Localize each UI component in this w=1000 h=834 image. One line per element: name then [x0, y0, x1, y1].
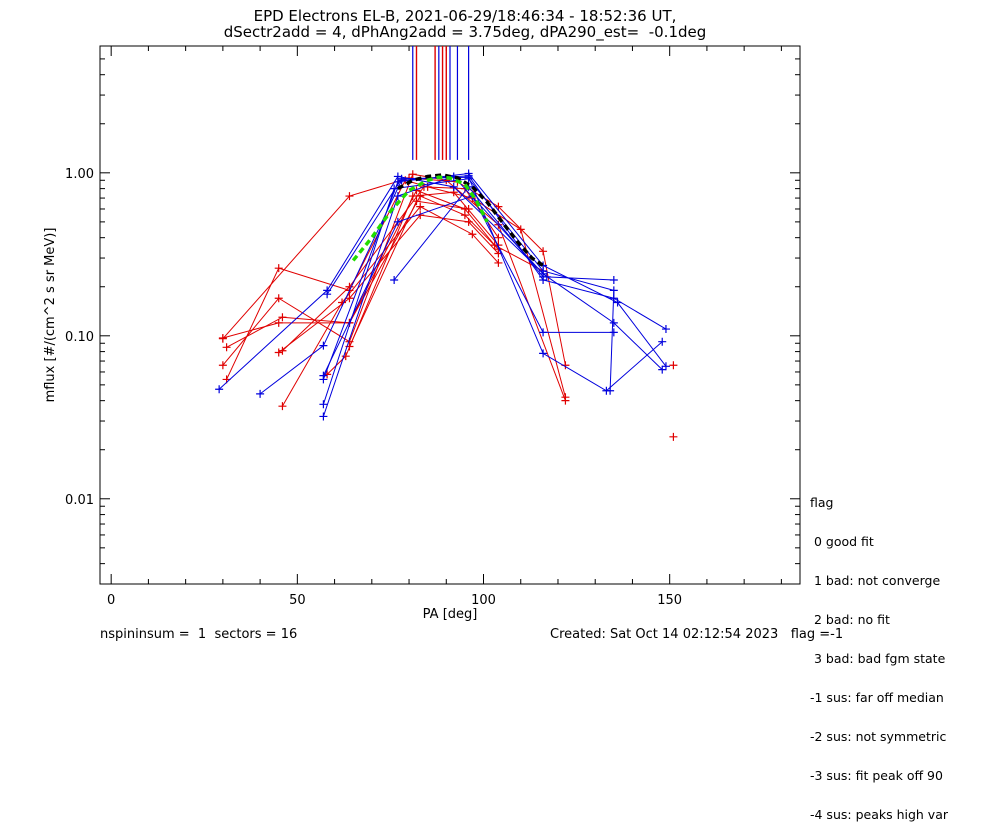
red-series-point [274, 318, 283, 327]
blue-series-point [609, 275, 618, 284]
x-tick-label: 0 [107, 593, 115, 608]
red-series-point [561, 396, 570, 405]
legend-item: -2 sus: not symmetric [810, 729, 947, 744]
red-series-point [412, 197, 421, 206]
legend-item: 1 bad: not converge [810, 573, 941, 588]
blue-series-point [393, 217, 402, 226]
blue-series-point [609, 286, 618, 295]
blue-series-point [661, 325, 670, 334]
blue-series-point [319, 341, 328, 350]
red-series-line [278, 214, 499, 353]
blue-series-line [326, 176, 663, 392]
blue-series-point [613, 298, 622, 307]
chart-plot: 0 50 100 150 0.01 0.10 1.00 PA [deg] mflux [#/… [43, 45, 801, 622]
blue-series-line [218, 175, 614, 390]
legend-item: 0 good fit [810, 534, 874, 549]
blue-series-point [449, 182, 458, 191]
blue-series-line [322, 173, 667, 380]
red-series-point [345, 192, 354, 201]
chart-title-line2: dSectr2add = 4, dPhAng2add = 3.75deg, dP… [223, 23, 707, 41]
red-series-point [278, 313, 287, 322]
legend-item: -4 sus: peaks high var [810, 807, 949, 822]
red-series-point [539, 247, 548, 256]
legend-item: -1 sus: far off median [810, 690, 944, 705]
blue-series-point [658, 337, 667, 346]
blue-series-point [393, 192, 402, 201]
red-series-point [274, 348, 283, 357]
legend-item: -3 sus: fit peak off 90 [810, 768, 943, 783]
y-tick-label: 1.00 [65, 167, 94, 182]
red-series-point [218, 361, 227, 370]
red-series-point [274, 264, 283, 273]
red-series-point [408, 192, 417, 201]
flag-legend: flag 0 good fit 1 bad: not converge 2 ba… [810, 470, 948, 834]
red-series-point [341, 352, 350, 361]
red-series-point [464, 217, 473, 226]
blue-series-point [215, 385, 224, 394]
red-series-point [669, 361, 678, 370]
x-axis-label: PA [deg] [423, 607, 478, 622]
blue-series-point [602, 386, 611, 395]
blue-series-point [539, 349, 548, 358]
blue-series-point [319, 412, 328, 421]
footer-spin-info: nspininsum = 1 sectors = 16 [100, 627, 298, 642]
red-series-point [464, 204, 473, 213]
blue-series-point [539, 272, 548, 281]
red-series-point [278, 402, 287, 411]
red-series-line [226, 179, 566, 398]
blue-series-point [658, 365, 667, 374]
y-axis-label: mflux [#/(cm^2 s sr MeV)] [43, 228, 58, 403]
x-tick-label: 100 [471, 593, 496, 608]
red-series-point [345, 294, 354, 303]
footer-created-info: Created: Sat Oct 14 02:12:54 2023 flag =… [550, 627, 844, 642]
red-series-point [516, 225, 525, 234]
red-series-point [218, 333, 227, 342]
red-series-point [669, 432, 678, 441]
red-series-point [494, 233, 503, 242]
green-fit-curve [351, 175, 489, 262]
blue-series-point [323, 290, 332, 299]
x-tick-label: 50 [289, 593, 306, 608]
blue-series-line [322, 175, 663, 417]
blue-series-point [256, 389, 265, 398]
blue-series-point [539, 328, 548, 337]
legend-item: 2 bad: no fit [810, 612, 890, 627]
blue-series-point [390, 275, 399, 284]
red-series-point [278, 346, 287, 355]
red-series-point [222, 343, 231, 352]
red-series-point [468, 230, 477, 239]
red-series-line [222, 195, 499, 339]
red-series-point [460, 211, 469, 220]
blue-series-point [464, 173, 473, 182]
blue-series-point [319, 371, 328, 380]
red-series-point [408, 170, 417, 179]
blue-series-point [661, 362, 670, 371]
blue-series-point [319, 400, 328, 409]
chart-title-line1: EPD Electrons EL-B, 2021-06-29/18:46:34 … [253, 7, 677, 25]
red-series-point [274, 294, 283, 303]
blue-series-point [609, 328, 618, 337]
x-tick-label: 150 [657, 593, 682, 608]
y-tick-label: 0.01 [65, 493, 94, 508]
y-tick-label: 0.10 [65, 330, 94, 345]
blue-series-point [397, 174, 406, 183]
red-series-point [416, 202, 425, 211]
blue-series-point [609, 318, 618, 327]
red-series-point [494, 258, 503, 267]
legend-title: flag [810, 495, 834, 510]
legend-item: 3 bad: bad fgm state [810, 651, 946, 666]
